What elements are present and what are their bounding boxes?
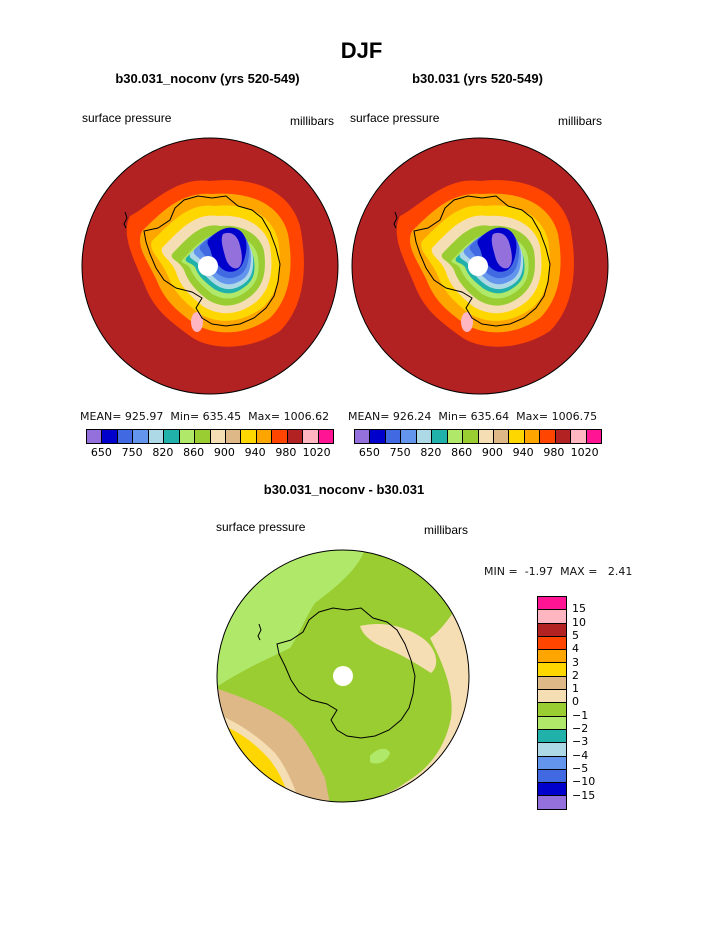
colorbar-label: −2	[572, 722, 589, 735]
colorbar-label: 940	[512, 446, 534, 459]
colorbar-swatch	[385, 430, 402, 443]
colorbar-label: 900	[213, 446, 235, 459]
colorbar-label: −3	[572, 735, 589, 749]
right-panel-title: b30.031 (yrs 520-549)	[412, 71, 543, 86]
right-panel-units-label: millibars	[558, 114, 603, 128]
colorbar-swatch	[355, 430, 371, 443]
diff-panel-variable-label: surface pressure	[216, 520, 306, 534]
colorbar-swatch	[538, 650, 566, 664]
main-title: DJF	[340, 38, 383, 63]
colorbar-label: −10	[572, 775, 596, 789]
diff-colorbar	[537, 596, 567, 810]
colorbar-label: 750	[389, 446, 411, 459]
colorbar-label: 0	[572, 695, 579, 709]
colorbar-swatch	[538, 623, 566, 637]
colorbar-swatch	[538, 716, 566, 730]
diff-polar-map	[216, 549, 470, 803]
colorbar-swatch	[318, 430, 333, 443]
colorbar-swatch	[538, 756, 566, 770]
left-panel-title: b30.031_noconv (yrs 520-549)	[115, 71, 300, 86]
colorbar-swatch	[555, 430, 572, 443]
colorbar-label: −4	[572, 748, 589, 762]
colorbar-swatch	[538, 783, 566, 797]
left-panel-variable-label: surface pressure	[82, 111, 172, 125]
colorbar-swatch	[164, 430, 180, 443]
colorbar-swatch	[241, 430, 257, 443]
colorbar-label: 650	[90, 446, 112, 459]
colorbar-label: 820	[420, 446, 442, 459]
colorbar-swatch	[225, 430, 242, 443]
colorbar-swatch	[538, 690, 566, 704]
colorbar-swatch	[303, 430, 319, 443]
colorbar-label: 1020	[302, 446, 331, 459]
colorbar-label: 15	[572, 602, 586, 616]
colorbar-label: 2	[572, 668, 579, 682]
colorbar-swatch	[538, 663, 566, 677]
colorbar-swatch	[538, 610, 566, 624]
colorbar-swatch	[256, 430, 273, 443]
colorbar-swatch	[179, 430, 196, 443]
colorbar-swatch	[195, 430, 211, 443]
colorbar-swatch	[370, 430, 386, 443]
colorbar-label: 10	[572, 615, 586, 629]
colorbar-label: 3	[572, 655, 579, 669]
colorbar-label: 980	[543, 446, 565, 459]
colorbar-swatch	[538, 769, 566, 784]
colorbar-swatch	[538, 676, 566, 691]
colorbar-label: 860	[183, 446, 205, 459]
colorbar-swatch	[586, 430, 601, 443]
colorbar-label: 980	[275, 446, 297, 459]
colorbar-swatch	[538, 729, 566, 744]
colorbar-label: 1020	[570, 446, 599, 459]
colorbar-swatch	[432, 430, 448, 443]
right-colorbar	[354, 429, 602, 444]
colorbar-swatch	[538, 636, 566, 651]
diff-panel-units-label: millibars	[424, 523, 469, 537]
colorbar-swatch	[416, 430, 433, 443]
colorbar-swatch	[87, 430, 103, 443]
colorbar-swatch	[571, 430, 587, 443]
colorbar-swatch	[117, 430, 134, 443]
colorbar-swatch	[538, 796, 566, 809]
colorbar-swatch	[538, 597, 566, 611]
colorbar-label: −15	[572, 788, 596, 802]
colorbar-swatch	[148, 430, 165, 443]
colorbar-swatch	[133, 430, 149, 443]
right-panel-stats: MEAN= 926.24 Min= 635.64 Max= 1006.75	[348, 410, 598, 423]
colorbar-label: 750	[121, 446, 143, 459]
colorbar-swatch	[538, 743, 566, 757]
colorbar-label: 1	[572, 682, 579, 696]
colorbar-swatch	[272, 430, 288, 443]
right-panel-variable-label: surface pressure	[350, 111, 440, 125]
colorbar-swatch	[540, 430, 556, 443]
colorbar-label: 820	[152, 446, 174, 459]
colorbar-swatch	[493, 430, 510, 443]
left-panel-stats: MEAN= 925.97 Min= 635.45 Max= 1006.62	[80, 410, 330, 423]
colorbar-label: 860	[451, 446, 473, 459]
colorbar-swatch	[287, 430, 304, 443]
colorbar-label: 650	[358, 446, 380, 459]
colorbar-label: 900	[481, 446, 503, 459]
colorbar-swatch	[509, 430, 525, 443]
colorbar-swatch	[102, 430, 118, 443]
colorbar-swatch	[210, 430, 226, 443]
right-polar-map	[351, 137, 609, 395]
colorbar-label: −1	[572, 708, 589, 722]
colorbar-label: 5	[572, 628, 579, 642]
diff-panel-title: b30.031_noconv - b30.031	[263, 482, 425, 497]
colorbar-label: 940	[244, 446, 266, 459]
left-panel-units-label: millibars	[290, 114, 335, 128]
left-polar-map	[81, 137, 339, 395]
colorbar-label: 4	[572, 642, 579, 656]
colorbar-swatch	[538, 703, 566, 717]
colorbar-label: −5	[572, 761, 589, 775]
colorbar-swatch	[463, 430, 479, 443]
colorbar-swatch	[478, 430, 494, 443]
left-colorbar	[86, 429, 334, 444]
diff-panel-minmax: MIN = -1.97 MAX = 2.41	[484, 565, 633, 578]
colorbar-swatch	[401, 430, 417, 443]
colorbar-swatch	[524, 430, 541, 443]
colorbar-swatch	[447, 430, 464, 443]
